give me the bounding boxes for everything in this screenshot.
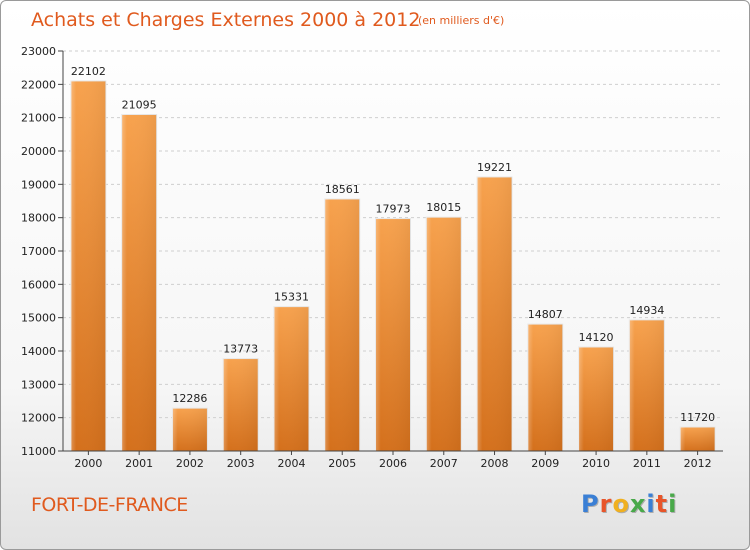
y-tick-label: 14000 <box>21 345 56 358</box>
logo-letter: P <box>581 490 600 518</box>
labels: 11000 12000 13000 14000 15000 16000 17000 18000… <box>21 45 715 470</box>
data-label: 14120 <box>579 331 614 344</box>
data-label: 18015 <box>426 201 461 214</box>
data-label: 21095 <box>122 99 157 112</box>
y-tick-label: 23000 <box>21 45 56 58</box>
logo-letter: r <box>599 490 613 518</box>
y-tick-label: 15000 <box>21 312 56 325</box>
logo-letter: o <box>612 490 630 518</box>
bar-highlight <box>324 198 360 451</box>
y-tick-label: 16000 <box>21 278 56 291</box>
bar-highlight <box>121 114 157 451</box>
proxiti-logo: Proxiti <box>581 490 677 518</box>
x-tick-label: 2011 <box>633 457 661 470</box>
y-tick-label: 18000 <box>21 212 56 225</box>
x-tick-label: 2001 <box>125 457 153 470</box>
y-tick-label: 11000 <box>21 445 56 458</box>
data-label: 11720 <box>680 411 715 424</box>
data-label: 14934 <box>629 304 664 317</box>
bar-highlight <box>70 80 106 451</box>
x-tick-label: 2010 <box>582 457 610 470</box>
data-label: 17973 <box>376 203 411 216</box>
y-tick-label: 20000 <box>21 145 56 158</box>
x-tick-label: 2003 <box>227 457 255 470</box>
logo-letter: i <box>646 490 656 518</box>
chart-title: Achats et Charges Externes 2000 à 2012 <box>31 9 420 31</box>
bar-highlight <box>527 324 563 451</box>
bars <box>70 80 716 452</box>
bar-highlight <box>578 347 614 451</box>
axes <box>58 50 723 455</box>
data-label: 14807 <box>528 308 563 321</box>
data-label: 15331 <box>274 291 309 304</box>
logo-letter: i <box>668 490 678 518</box>
bar-highlight <box>172 408 208 451</box>
x-tick-label: 2005 <box>328 457 356 470</box>
x-tick-label: 2004 <box>277 457 305 470</box>
x-tick-label: 2008 <box>481 457 509 470</box>
data-label: 13773 <box>223 343 258 356</box>
y-tick-label: 21000 <box>21 112 56 125</box>
bar-highlight <box>375 218 411 451</box>
x-tick-label: 2009 <box>531 457 559 470</box>
y-tick-label: 12000 <box>21 412 56 425</box>
city-name: FORT-DE-FRANCE <box>31 494 188 516</box>
x-tick-label: 2000 <box>74 457 102 470</box>
data-label: 18561 <box>325 183 360 196</box>
bar-highlight <box>273 306 309 451</box>
x-tick-label: 2012 <box>684 457 712 470</box>
logo-letter: x <box>629 490 647 518</box>
bar-highlight <box>426 217 462 451</box>
y-tick-label: 17000 <box>21 245 56 258</box>
bar-highlight <box>629 319 665 451</box>
x-tick-label: 2006 <box>379 457 407 470</box>
bar-highlight <box>223 358 259 451</box>
y-tick-label: 19000 <box>21 178 56 191</box>
chart-subtitle: (en milliers d'€) <box>418 14 504 27</box>
x-tick-label: 2002 <box>176 457 204 470</box>
bar-highlight <box>477 176 513 451</box>
logo-letter: t <box>655 490 669 518</box>
data-label: 22102 <box>71 65 106 78</box>
bar-highlight <box>680 427 716 451</box>
x-tick-label: 2007 <box>430 457 458 470</box>
y-tick-label: 13000 <box>21 378 56 391</box>
data-label: 12286 <box>172 392 207 405</box>
y-tick-label: 22000 <box>21 78 56 91</box>
data-label: 19221 <box>477 161 512 174</box>
